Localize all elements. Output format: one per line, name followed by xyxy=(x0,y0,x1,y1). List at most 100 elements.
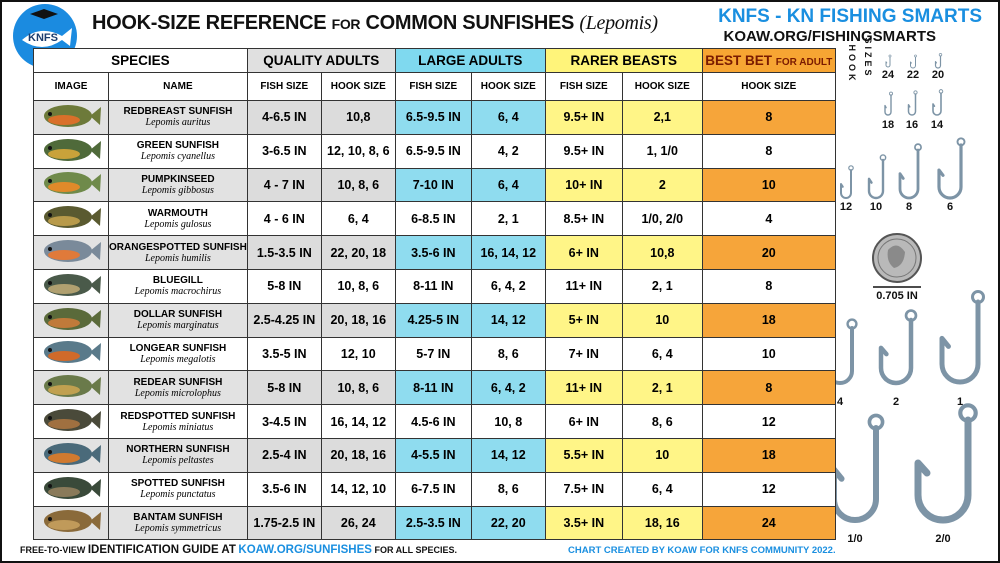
latin-name: Lepomis megalotis xyxy=(140,353,216,365)
hook-size-cell: 2, 1 xyxy=(470,201,546,237)
hook-size-cell: 16, 14, 12 xyxy=(470,235,546,270)
hook xyxy=(884,94,892,116)
hook-eye xyxy=(914,143,922,152)
species-row: BLUEGILL Lepomis macrochirus 5-8 IN 10, 8, … xyxy=(33,268,836,304)
hook-size-cell: 8, 6 xyxy=(621,404,703,439)
footer-link[interactable]: KOAW.ORG/SUNFISHES xyxy=(238,544,372,556)
fish-size-cell: 3-6.5 IN xyxy=(246,133,322,169)
brand: KNFS - KN FISHING SMARTS xyxy=(718,6,982,27)
species-name: LONGEAR SUNFISH xyxy=(129,342,227,354)
fish-image xyxy=(44,307,101,330)
hook-size-label: 22 xyxy=(907,69,919,81)
image-cell xyxy=(33,336,109,372)
species-name: REDBREAST SUNFISH xyxy=(123,106,233,118)
fish-size-cell: 7.5+ IN xyxy=(544,471,623,507)
hook-size-cell: 10, 8 xyxy=(470,404,546,439)
hook-eye xyxy=(958,403,978,423)
hook-size-cell: 4, 2 xyxy=(470,133,546,169)
hook xyxy=(831,425,879,523)
latin-name: Lepomis gibbosus xyxy=(141,184,214,196)
hook-size-cell: 10 xyxy=(621,302,703,338)
name-cell: SPOTTED SUNFISH Lepomis punctatus xyxy=(108,471,248,507)
fish-belly xyxy=(48,250,80,261)
dime xyxy=(872,233,922,288)
best-bet-main: BEST BET xyxy=(705,53,772,68)
species-name: ORANGESPOTTED SUNFISH xyxy=(109,241,247,253)
hook-size-cell: 12, 10, 8, 6 xyxy=(320,133,396,169)
title-main: HOOK-SIZE REFERENCE xyxy=(92,12,327,34)
hook xyxy=(898,148,920,200)
fish-image xyxy=(44,240,101,263)
name-cell: PUMPKINSEED Lepomis gibbosus xyxy=(108,167,248,203)
fish-size-cell: 4.5-6 IN xyxy=(394,404,472,439)
fish-eye xyxy=(48,145,52,150)
fish-belly xyxy=(48,216,80,227)
hook-size-cell: 2 xyxy=(621,167,703,203)
name-cell: WARMOUTH Lepomis gulosus xyxy=(108,201,248,237)
hook-size-cell: 14, 12 xyxy=(470,437,546,473)
hook-size-cell: 6, 4 xyxy=(470,167,546,203)
title-for: FOR xyxy=(331,16,361,32)
hook-eye xyxy=(971,290,985,304)
best-bet-cell: 18 xyxy=(701,302,836,338)
fish-size-cell: 6-8.5 IN xyxy=(394,201,472,237)
group-header: RARER BEASTS xyxy=(544,48,703,73)
hook xyxy=(914,416,972,524)
image-cell xyxy=(33,133,109,169)
name-cell: ORANGESPOTTED SUNFISH Lepomis humilis xyxy=(108,235,248,270)
hook-size-label: 2 xyxy=(893,396,899,408)
fish-image xyxy=(44,442,101,465)
hook xyxy=(910,56,916,69)
fish-eye xyxy=(48,247,52,252)
name-cell: REDEAR SUNFISH Lepomis microlophus xyxy=(108,370,248,406)
hook-size-label: 20 xyxy=(932,69,944,81)
name-cell: BANTAM SUNFISH Lepomis symmetricus xyxy=(108,505,248,541)
column-header: FISH SIZE xyxy=(544,72,623,101)
fish-belly xyxy=(48,486,80,497)
hook-size-cell: 10, 8, 6 xyxy=(320,268,396,304)
fish-image xyxy=(44,104,101,127)
fish-tail xyxy=(90,140,101,159)
fish-size-cell: 9.5+ IN xyxy=(544,100,623,135)
fish-size-cell: 1.75-2.5 IN xyxy=(246,505,322,541)
hook-eye xyxy=(889,91,893,96)
column-header: HOOK SIZE xyxy=(701,72,836,101)
hook-sizes-title: HOOK xyxy=(847,45,857,84)
hook-size-cell: 10, 8, 6 xyxy=(320,167,396,203)
species-name: BANTAM SUNFISH xyxy=(133,511,223,523)
hook-size-label: 14 xyxy=(931,119,944,131)
hook-size-cell: 8, 6 xyxy=(470,336,546,372)
hook-size-cell: 22, 20 xyxy=(470,505,546,541)
hook-sizes-title: SIZES xyxy=(863,37,873,78)
hook-size-cell: 14, 12 xyxy=(470,302,546,338)
hook xyxy=(867,158,885,200)
fish-tail xyxy=(90,444,101,463)
fish-eye xyxy=(48,280,52,285)
fish-tail xyxy=(90,512,101,531)
hook-size-cell: 26, 24 xyxy=(320,505,396,541)
logo: KNFS xyxy=(13,4,77,68)
latin-name: Lepomis gulosus xyxy=(144,218,212,230)
hook-eye xyxy=(879,154,887,161)
column-header-row: IMAGE NAME FISH SIZE HOOK SIZE FISH SIZE HOOK… xyxy=(33,72,836,101)
fish-belly xyxy=(48,317,80,328)
hook-eye xyxy=(938,53,943,57)
latin-name: Lepomis humilis xyxy=(144,252,211,264)
species-row: BANTAM SUNFISH Lepomis symmetricus 1.75-2.… xyxy=(33,505,836,541)
hook xyxy=(939,299,981,385)
latin-name: Lepomis miniatus xyxy=(142,421,214,433)
fish-eye xyxy=(48,111,52,116)
title-rest: COMMON SUNFISHES xyxy=(365,12,575,34)
footer-left: FREE-TO-VIEW IDENTIFICATION GUIDE AT KOA… xyxy=(20,544,457,556)
fish-belly xyxy=(48,419,80,430)
fish-eye xyxy=(48,348,52,353)
fish-size-cell: 2.5-4 IN xyxy=(246,437,322,473)
hook xyxy=(937,143,963,200)
hook-size-cell: 6, 4 xyxy=(320,201,396,237)
species-name: REDEAR SUNFISH xyxy=(133,376,223,388)
fish-eye xyxy=(48,314,52,319)
image-cell xyxy=(33,167,109,203)
hook xyxy=(840,169,852,199)
hook-size-label: 4 xyxy=(837,396,844,408)
species-name: DOLLAR SUNFISH xyxy=(133,309,223,321)
